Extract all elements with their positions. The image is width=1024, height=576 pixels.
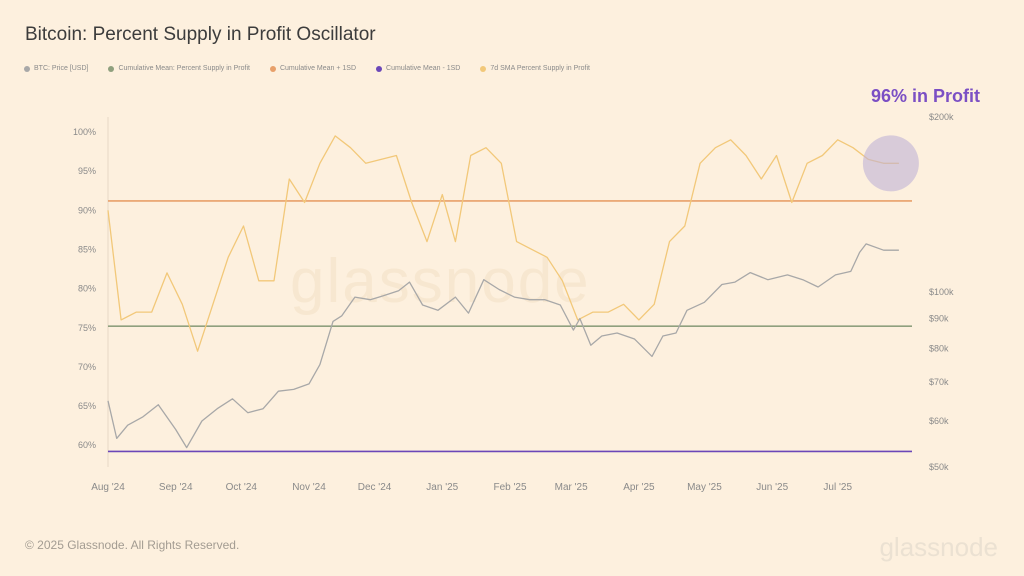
x-tick-label: Aug '24 — [91, 482, 125, 493]
y-tick-label-right: $200k — [929, 112, 954, 122]
y-tick-label-left: 100% — [73, 127, 96, 137]
y-tick-label-right: $90k — [929, 314, 949, 324]
copyright: © 2025 Glassnode. All Rights Reserved. — [25, 538, 240, 552]
legend-label: 7d SMA Percent Supply in Profit — [490, 65, 590, 72]
profit-callout: 96% in Profit — [870, 86, 980, 106]
legend-label: Cumulative Mean: Percent Supply in Profi… — [118, 65, 250, 72]
y-tick-label-left: 85% — [78, 244, 96, 254]
y-tick-label-left: 65% — [78, 401, 96, 411]
legend-item-mean-plus-1sd[interactable]: Cumulative Mean + 1SD — [269, 65, 357, 72]
legend-item-btc-price[interactable]: BTC: Price [USD] — [24, 65, 88, 72]
y-tick-label-left: 95% — [78, 166, 96, 176]
x-tick-label: Nov '24 — [292, 482, 326, 493]
legend-dot — [269, 65, 276, 72]
x-tick-label: Mar '25 — [555, 482, 588, 493]
x-tick-label: Jan '25 — [426, 482, 458, 493]
x-tick-label: Jul '25 — [823, 482, 852, 493]
x-tick-label: Dec '24 — [358, 482, 392, 493]
legend-label: Cumulative Mean - 1SD — [386, 65, 461, 72]
x-tick-label: Feb '25 — [493, 482, 526, 493]
y-tick-label-left: 80% — [78, 284, 96, 294]
chart-title: Bitcoin: Percent Supply in Profit Oscill… — [25, 24, 376, 45]
series-line-supply-in-profit — [107, 135, 899, 352]
x-tick-label: Sep '24 — [159, 482, 193, 493]
y-tick-label-left: 70% — [78, 362, 96, 372]
y-tick-label-right: $80k — [929, 343, 949, 353]
legend-item-7d-sma[interactable]: 7d SMA Percent Supply in Profit — [480, 65, 590, 72]
x-tick-label: Oct '24 — [226, 482, 258, 493]
legend-item-mean-minus-1sd[interactable]: Cumulative Mean - 1SD — [376, 65, 460, 72]
chart-legend: BTC: Price [USD] Cumulative Mean: Percen… — [24, 65, 590, 72]
legend-label: BTC: Price [USD] — [34, 65, 89, 72]
y-tick-label-left: 90% — [78, 205, 96, 215]
watermark-logo: glassnode — [290, 247, 591, 316]
highlight-circle — [862, 135, 919, 192]
series-line-btc-price — [107, 243, 899, 449]
legend-label: Cumulative Mean + 1SD — [279, 65, 357, 72]
y-tick-label-right: $70k — [929, 377, 949, 387]
y-tick-label-right: $100k — [929, 287, 954, 297]
brand-logo: glassnode — [879, 532, 998, 562]
y-tick-label-right: $60k — [929, 416, 949, 426]
legend-dot — [480, 65, 487, 72]
x-tick-label: Apr '25 — [623, 482, 655, 493]
legend-dot — [376, 65, 383, 72]
y-tick-label-left: 75% — [78, 323, 96, 333]
y-tick-label-right: $50k — [929, 462, 949, 472]
legend-dot — [108, 65, 115, 72]
y-tick-label-left: 60% — [78, 440, 96, 450]
legend-dot — [24, 65, 30, 72]
x-tick-label: May '25 — [687, 482, 722, 493]
legend-item-cumulative-mean[interactable]: Cumulative Mean: Percent Supply in Profi… — [108, 65, 250, 72]
x-tick-label: Jun '25 — [756, 482, 788, 493]
